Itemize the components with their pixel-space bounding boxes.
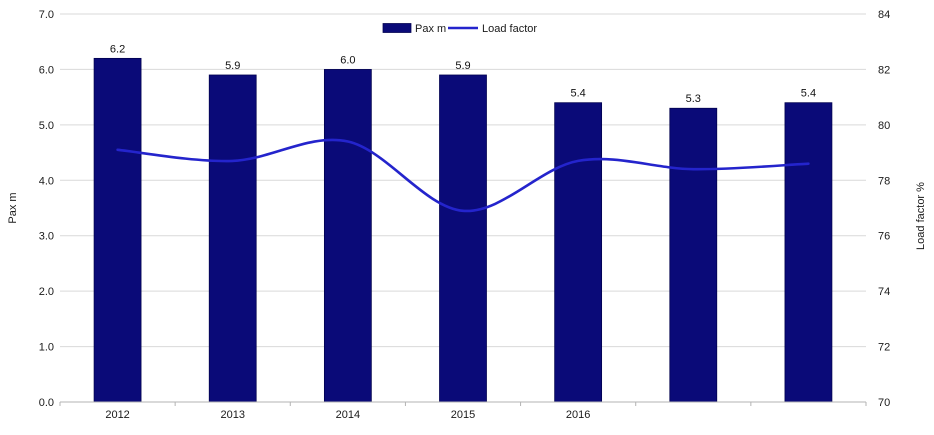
bar-value-label: 6.0 [340,54,355,66]
left-axis-tick-label: 2.0 [39,286,54,298]
legend-label-load-factor: Load factor [482,23,537,35]
bar-col-7 [784,102,833,403]
bar-2016 [554,102,603,403]
bar-2015 [439,74,487,403]
bar-col-6 [669,107,718,403]
bar-value-label: 6.2 [110,43,125,55]
right-axis-tick-label: 70 [878,397,890,409]
bar-value-label: 5.3 [686,93,701,105]
right-axis-tick-label: 82 [878,64,890,76]
x-axis-label-2015: 2015 [451,409,475,421]
bar-2014 [323,69,372,403]
legend-label-pax-m: Pax m [415,23,446,35]
right-axis-tick-label: 74 [878,286,890,298]
left-axis-tick-label: 4.0 [39,175,54,187]
x-axis-label-2012: 2012 [105,409,129,421]
load-factor-line [116,138,810,213]
right-axis-tick-label: 80 [878,120,890,132]
left-axis-title: Pax m [7,192,19,223]
right-axis-tick-label: 76 [878,231,890,243]
bar-value-label: 5.9 [225,60,240,72]
left-axis-tick-label: 5.0 [39,120,54,132]
bar-value-label: 5.4 [570,88,585,100]
left-axis-tick-label: 1.0 [39,342,54,354]
left-axis-tick-label: 3.0 [39,231,54,243]
legend-swatch-pax-m [382,23,412,33]
left-axis-tick-label: 7.0 [39,9,54,21]
bar-2013 [208,74,257,403]
right-axis-title: Load factor % [915,182,927,250]
x-axis-label-2013: 2013 [220,409,244,421]
right-axis-tick-label: 78 [878,175,890,187]
right-axis-tick-label: 72 [878,342,890,354]
left-axis-tick-label: 0.0 [39,397,54,409]
bar-value-label: 5.9 [455,60,470,72]
bar-2012 [93,57,142,403]
bar-value-label: 5.4 [801,88,816,100]
x-axis-label-2016: 2016 [566,409,590,421]
left-axis-tick-label: 6.0 [39,64,54,76]
right-axis-tick-label: 84 [878,9,890,21]
x-axis-label-2014: 2014 [336,409,360,421]
